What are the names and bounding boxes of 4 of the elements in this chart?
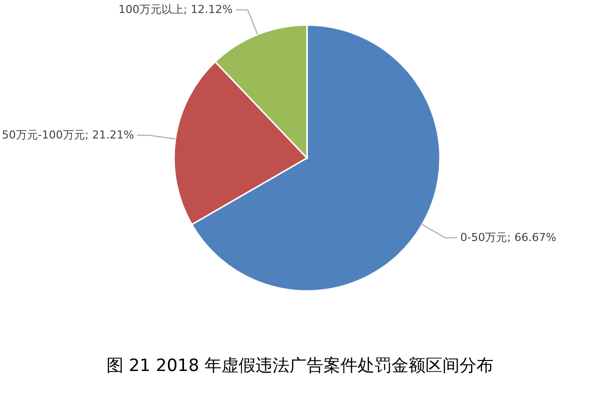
text: 图 21 2018 年虚假违法广告案件处罚金额区间分布 [106,356,494,376]
slice-label: 50万元-100万元; 21.21% [2,128,134,142]
slice-label: 100万元以上; 12.12% [118,2,233,16]
slice-label: 0-50万元; 66.67% [460,230,556,244]
